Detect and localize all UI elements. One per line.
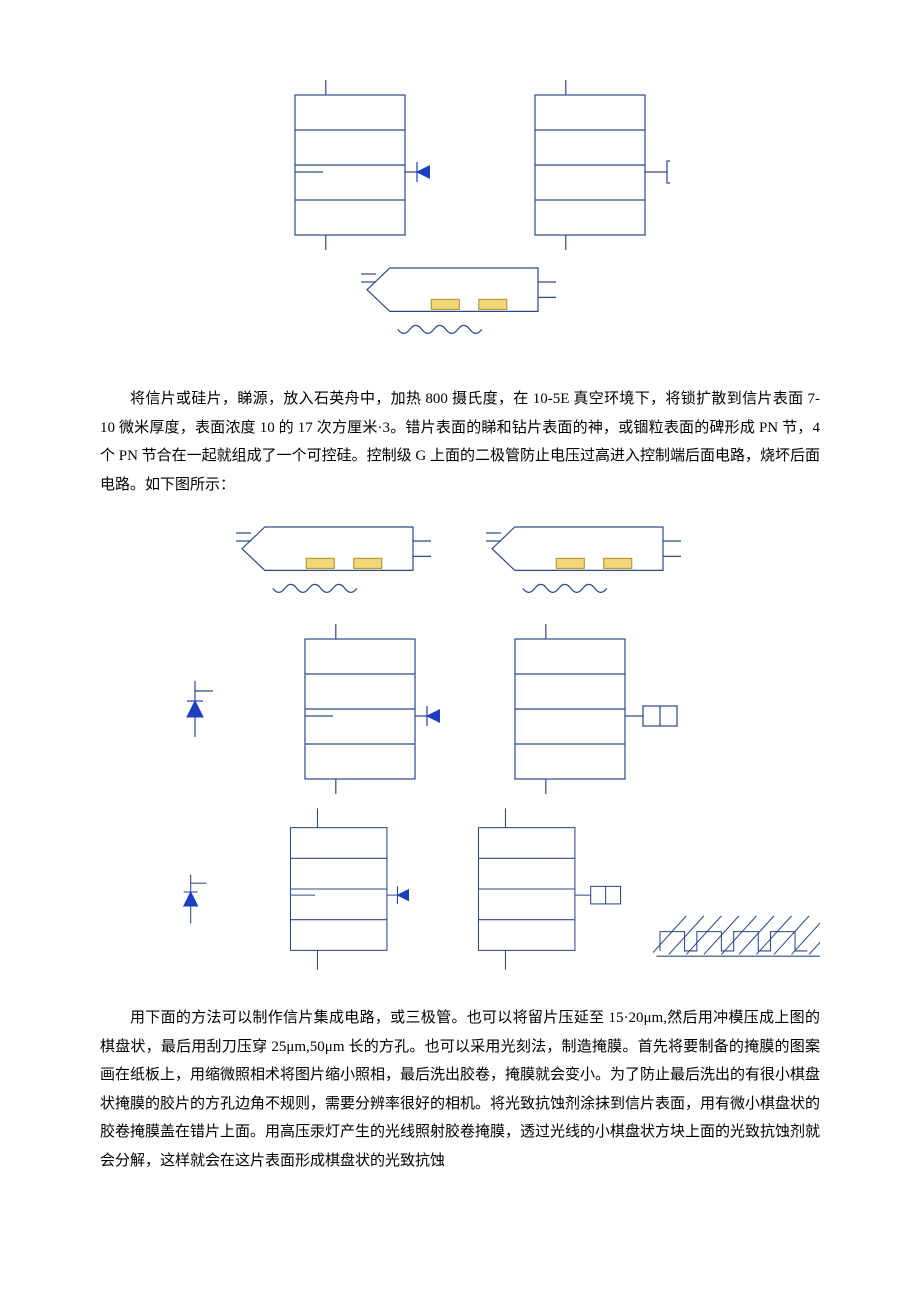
paragraph-2: 用下面的方法可以制作信片集成电路，或三极管。也可以将留片压延至 15·20μm,… (100, 1004, 820, 1175)
layered-box-diode-svg-2 (260, 624, 440, 794)
layered-box-square-svg (490, 80, 670, 250)
paragraph-1: 将信片或硅片，睇源，放入石英舟中，加热 800 摄氏度，在 10-5E 真空环境… (100, 385, 820, 499)
figure-row-2b (100, 624, 820, 794)
layered-box-ext-svg-1 (470, 624, 680, 794)
hatched-profile-svg (653, 884, 820, 974)
diode-standalone-1 (160, 669, 230, 749)
tube-svg-3 (480, 519, 690, 614)
figure-row-1b (100, 260, 820, 355)
layered-box-ext-svg-2 (439, 804, 623, 974)
figure-block-1 (100, 80, 820, 355)
figure-row-2c (100, 804, 820, 974)
tube-svg-1 (355, 260, 565, 355)
layered-box-diode-svg (250, 80, 430, 250)
tube-svg-2 (230, 519, 440, 614)
figure-row-2a (100, 519, 820, 614)
diode-standalone-2 (160, 824, 221, 974)
figure-row-1a (100, 80, 820, 250)
figure-block-2 (100, 519, 820, 974)
layered-box-diode-svg-3 (251, 804, 409, 974)
